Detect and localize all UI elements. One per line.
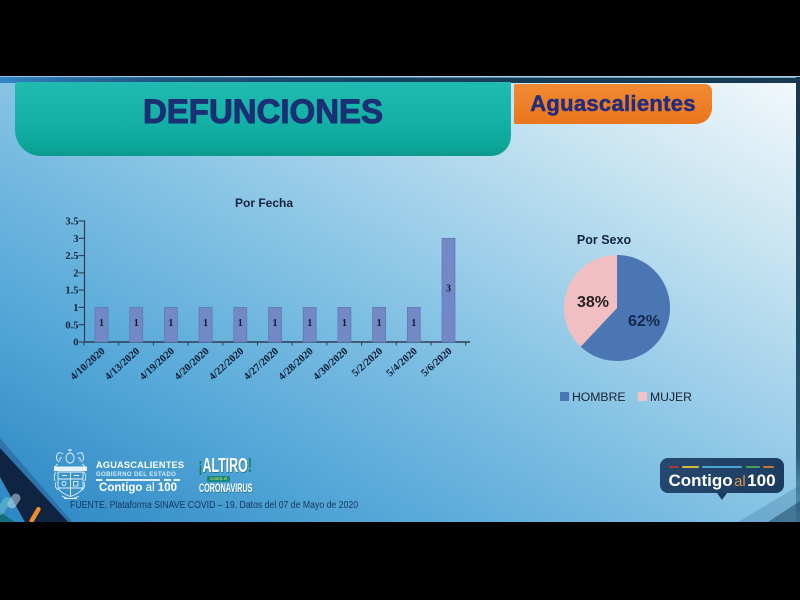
- svg-text:0.5: 0.5: [65, 320, 78, 331]
- svg-text:3: 3: [73, 234, 78, 245]
- svg-text:4/10/2020: 4/10/2020: [68, 346, 107, 383]
- svg-text:1: 1: [307, 318, 312, 329]
- svg-text:1: 1: [273, 318, 278, 329]
- svg-text:62%: 62%: [628, 313, 660, 330]
- svg-text:1: 1: [377, 318, 382, 329]
- svg-text:4/27/2020: 4/27/2020: [242, 346, 281, 383]
- svg-text:38%: 38%: [577, 294, 609, 311]
- svg-text:3.5: 3.5: [65, 217, 78, 228]
- svg-text:5/4/2020: 5/4/2020: [385, 346, 420, 379]
- svg-text:4/20/2020: 4/20/2020: [173, 346, 212, 383]
- svg-text:2.5: 2.5: [65, 251, 78, 262]
- svg-text:1: 1: [411, 318, 416, 329]
- svg-text:Por Sexo: Por Sexo: [577, 233, 632, 247]
- svg-text:5/6/2020: 5/6/2020: [419, 346, 454, 379]
- svg-text:0: 0: [73, 338, 78, 349]
- svg-text:1: 1: [134, 318, 139, 329]
- svg-text:3: 3: [446, 284, 451, 295]
- svg-text:1: 1: [99, 318, 104, 329]
- svg-text:1: 1: [168, 318, 173, 329]
- svg-text:4/28/2020: 4/28/2020: [277, 346, 316, 383]
- svg-text:4/19/2020: 4/19/2020: [138, 346, 177, 383]
- svg-text:4/30/2020: 4/30/2020: [311, 346, 350, 383]
- svg-text:MUJER: MUJER: [650, 390, 692, 404]
- svg-text:1: 1: [203, 318, 208, 329]
- svg-text:1: 1: [342, 318, 347, 329]
- svg-text:1: 1: [238, 318, 243, 329]
- svg-text:4/13/2020: 4/13/2020: [103, 346, 142, 383]
- svg-text:2: 2: [73, 269, 78, 280]
- svg-text:1: 1: [73, 303, 78, 314]
- svg-text:4/22/2020: 4/22/2020: [207, 346, 246, 383]
- svg-text:5/2/2020: 5/2/2020: [350, 346, 385, 379]
- svg-text:1.5: 1.5: [65, 286, 78, 297]
- svg-text:Por Fecha: Por Fecha: [235, 196, 293, 210]
- svg-text:HOMBRE: HOMBRE: [572, 390, 626, 404]
